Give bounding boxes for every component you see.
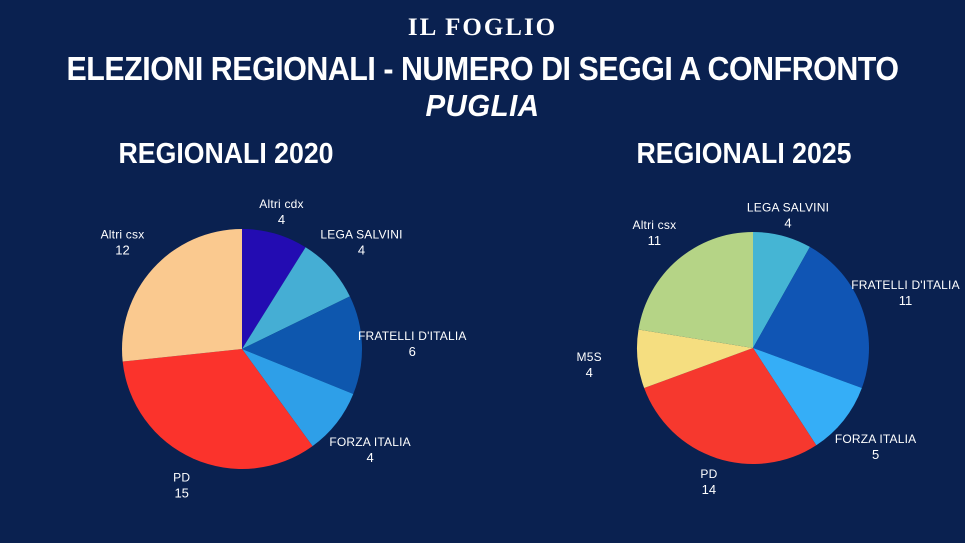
pie-slice-m5s (637, 329, 753, 389)
pie-slice-forza-italia (753, 348, 862, 446)
pie-slice-fratelli-d-italia (753, 246, 869, 389)
pie-slice-altri-csx (638, 232, 753, 348)
pie-label-forza-italia: FORZA ITALIA 5 (835, 432, 917, 462)
masthead-logo: IL FOGLIO (407, 14, 558, 41)
pie-label-lega-salvini: LEGA SALVINI 4 (747, 201, 829, 231)
region-subtitle: PUGLIA (425, 88, 540, 123)
pie-slice-altri-csx (122, 229, 242, 362)
pie-regionali-2020: Altri cdx 4 LEGA SALVINI 4 FRATELLI D'ITALIA… (101, 197, 467, 500)
pie-label-m5s: M5S 4 (577, 350, 602, 380)
pie-slice-pd (644, 348, 817, 464)
pie-label-altri-csx: Altri csx 11 (632, 218, 676, 248)
pie-label-pd: PD 14 (700, 467, 717, 497)
pie-label-forza-italia: FORZA ITALIA 4 (329, 435, 411, 465)
pie-slice-fratelli-d-italia (242, 296, 362, 394)
page-title: ELEZIONI REGIONALI - NUMERO DI SEGGI A C… (66, 50, 899, 87)
pie-label-pd: PD 15 (173, 471, 190, 501)
pie-regionali-2025: LEGA SALVINI 4 FRATELLI D'ITALIA 11 FORZA IT… (577, 201, 960, 497)
pie-slice-forza-italia (242, 349, 354, 447)
pie-label-altri-csx: Altri csx 12 (101, 227, 145, 257)
chart-title-2020: REGIONALI 2020 (118, 138, 334, 170)
pie-slice-lega-salvini (753, 232, 810, 348)
pie-label-lega-salvini: LEGA SALVINI 4 (320, 227, 402, 257)
pie-label-fratelli-d-italia: FRATELLI D'ITALIA 6 (358, 329, 467, 359)
pie-label-altri-cdx: Altri cdx 4 (259, 197, 303, 227)
pie-slice-lega-salvini (242, 247, 350, 349)
pie-slice-altri-cdx (242, 229, 306, 349)
pie-slice-pd (122, 349, 313, 469)
pie-label-fratelli-d-italia: FRATELLI D'ITALIA 11 (851, 278, 960, 308)
chart-title-2025: REGIONALI 2025 (636, 138, 852, 170)
